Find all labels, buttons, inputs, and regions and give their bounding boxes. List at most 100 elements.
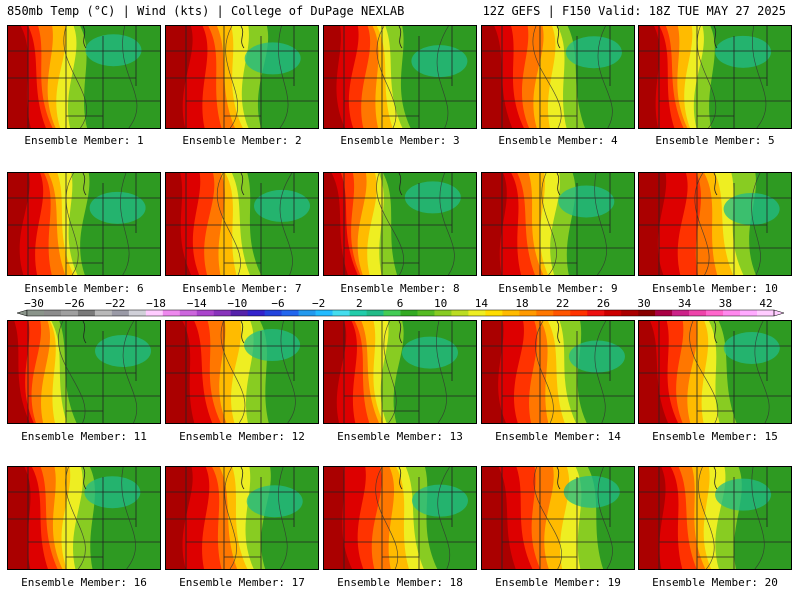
ensemble-member-label: Ensemble Member: 3	[340, 134, 460, 147]
colorbar-segment	[162, 310, 181, 316]
ensemble-member-label: Ensemble Member: 19	[495, 576, 621, 589]
ensemble-map-panel	[481, 466, 635, 570]
ensemble-member-label: Ensemble Member: 20	[652, 576, 778, 589]
ensemble-member-label: Ensemble Member: 5	[655, 134, 775, 147]
colorbar-segment	[111, 310, 130, 316]
ensemble-map-panel	[481, 25, 635, 129]
ensemble-map-panel	[638, 466, 792, 570]
colorbar-segment	[196, 310, 215, 316]
colorbar-segment	[247, 310, 265, 316]
ensemble-map-panel	[7, 172, 161, 276]
model-valid-time: 12Z GEFS | F150 Valid: 18Z TUE MAY 27 20…	[482, 4, 786, 18]
colorbar-segment	[519, 310, 537, 316]
colorbar-segment	[468, 310, 486, 316]
colorbar-segment	[502, 310, 520, 316]
temperature-field	[482, 467, 634, 569]
colorbar-segment	[451, 310, 469, 316]
colorbar-tick-label: −10	[227, 297, 247, 310]
temperature-field	[166, 26, 318, 128]
ensemble-map-panel	[323, 466, 477, 570]
colorbar-tick-label: 30	[637, 297, 650, 310]
temperature-field	[639, 173, 791, 275]
temperature-field	[482, 26, 634, 128]
colorbar-segment	[349, 310, 367, 316]
colorbar-segment	[706, 310, 724, 316]
colorbar-segment	[672, 310, 690, 316]
ensemble-map-panel	[638, 25, 792, 129]
temperature-field	[639, 467, 791, 569]
colorbar-segment	[179, 310, 198, 316]
colorbar-segment	[264, 310, 282, 316]
colorbar-segment	[315, 310, 333, 316]
colorbar-segment	[587, 310, 605, 316]
ensemble-map-panel	[165, 172, 319, 276]
colorbar-tick-label: 42	[759, 297, 772, 310]
colorbar-tick-label: 14	[475, 297, 489, 310]
temperature-field	[8, 173, 160, 275]
ensemble-map-panel	[7, 466, 161, 570]
colorbar-segment	[536, 310, 554, 316]
temperature-field	[166, 467, 318, 569]
temperature-field	[8, 26, 160, 128]
colorbar-segment	[740, 310, 758, 316]
ensemble-map-panel	[323, 25, 477, 129]
temperature-field	[324, 26, 476, 128]
colorbar-tick-label: 34	[678, 297, 692, 310]
ensemble-map-panel	[481, 172, 635, 276]
colorbar-tick-label: 22	[556, 297, 569, 310]
colorbar-segment	[417, 310, 435, 316]
colorbar-segment	[434, 310, 452, 316]
colorbar-segment	[213, 310, 232, 316]
colorbar-tick-label: 2	[356, 297, 363, 310]
colorbar-segment	[281, 310, 299, 316]
colorbar-tick-label: −2	[312, 297, 325, 310]
colorbar-segment	[60, 310, 79, 316]
colorbar-segment	[604, 310, 622, 316]
colorbar-tick-label: −22	[105, 297, 125, 310]
ensemble-map-panel	[638, 320, 792, 424]
ensemble-member-label: Ensemble Member: 4	[498, 134, 618, 147]
colorbar-segment	[570, 310, 588, 316]
map-title: 850mb Temp (°C) | Wind (kts) | College o…	[7, 4, 405, 18]
ensemble-map-panel	[165, 466, 319, 570]
ensemble-member-label: Ensemble Member: 18	[337, 576, 463, 589]
colorbar-segment	[485, 310, 503, 316]
ensemble-member-label: Ensemble Member: 10	[652, 282, 778, 295]
ensemble-map-panel	[7, 25, 161, 129]
colorbar-segment	[723, 310, 741, 316]
ensemble-member-label: Ensemble Member: 17	[179, 576, 305, 589]
ensemble-member-label: Ensemble Member: 9	[498, 282, 618, 295]
ensemble-member-label: Ensemble Member: 7	[182, 282, 302, 295]
colorbar-segment	[638, 310, 656, 316]
temperature-field	[324, 321, 476, 423]
colorbar-segment	[332, 310, 350, 316]
ensemble-map-panel	[323, 172, 477, 276]
colorbar-segment	[94, 310, 113, 316]
colorbar-tick-label: 10	[434, 297, 447, 310]
ensemble-member-label: Ensemble Member: 15	[652, 430, 778, 443]
colorbar-segment	[366, 310, 384, 316]
temperature-field	[8, 321, 160, 423]
temperature-field	[639, 321, 791, 423]
colorbar-segment	[383, 310, 401, 316]
colorbar-segment	[145, 310, 164, 316]
colorbar-tick-label: −26	[65, 297, 85, 310]
temperature-field	[324, 173, 476, 275]
colorbar-segment	[27, 310, 45, 316]
colorbar-segment	[77, 310, 96, 316]
ensemble-member-label: Ensemble Member: 13	[337, 430, 463, 443]
ensemble-map-panel	[481, 320, 635, 424]
colorbar-segment	[43, 310, 62, 316]
ensemble-member-label: Ensemble Member: 11	[21, 430, 147, 443]
colorbar-segment	[621, 310, 639, 316]
ensemble-map-panel	[7, 320, 161, 424]
colorbar-segment	[128, 310, 147, 316]
colorbar-tick-label: −30	[24, 297, 44, 310]
colorbar-segment	[553, 310, 571, 316]
ensemble-map-panel	[165, 320, 319, 424]
temperature-field	[482, 321, 634, 423]
colorbar-tick-label: −14	[187, 297, 207, 310]
ensemble-member-label: Ensemble Member: 14	[495, 430, 621, 443]
ensemble-map-panel	[165, 25, 319, 129]
colorbar-tick-label: 6	[397, 297, 404, 310]
